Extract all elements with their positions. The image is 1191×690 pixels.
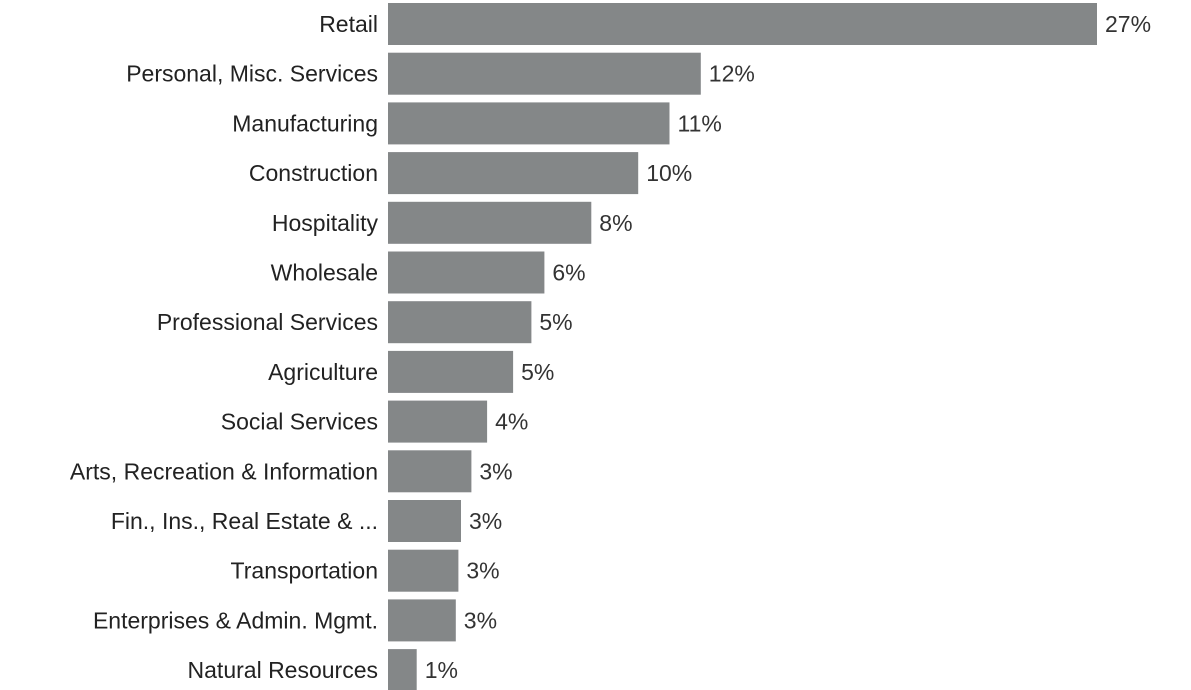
bar [388, 549, 459, 592]
bar [388, 649, 417, 690]
bar [388, 400, 488, 443]
category-label: Natural Resources [188, 657, 378, 683]
bar [388, 102, 670, 145]
value-label: 5% [539, 309, 572, 335]
category-label: Arts, Recreation & Information [70, 458, 378, 484]
category-label: Construction [249, 160, 378, 186]
value-label: 11% [678, 110, 722, 136]
category-label: Retail [319, 11, 378, 37]
bar [388, 52, 701, 95]
category-label: Agriculture [268, 359, 378, 385]
value-label: 1% [425, 657, 458, 683]
category-label: Transportation [231, 558, 378, 584]
bar [388, 500, 461, 542]
category-label: Personal, Misc. Services [126, 61, 378, 87]
bars-layer [388, 3, 1097, 690]
value-label: 27% [1105, 11, 1151, 37]
value-label: 4% [495, 409, 528, 435]
category-label: Manufacturing [232, 110, 378, 136]
value-label: 8% [599, 210, 632, 236]
category-label: Enterprises & Admin. Mgmt. [93, 607, 378, 633]
category-label: Wholesale [271, 260, 378, 286]
bar [388, 301, 532, 344]
bar [388, 152, 639, 195]
bar [388, 450, 472, 493]
category-label: Social Services [221, 409, 378, 435]
value-label: 3% [464, 607, 497, 633]
value-label: 10% [646, 160, 692, 186]
value-label: 6% [552, 260, 585, 286]
category-label: Hospitality [272, 210, 379, 236]
value-label: 3% [469, 508, 502, 534]
bar [388, 3, 1097, 45]
value-label: 5% [521, 359, 554, 385]
bar [388, 599, 456, 642]
category-label: Fin., Ins., Real Estate & ... [111, 508, 378, 534]
value-label: 3% [479, 458, 512, 484]
bar [388, 350, 514, 393]
bar [388, 251, 545, 294]
bar [388, 201, 592, 244]
labels-layer: Retail 27% Personal, Misc. Services 12% Manu… [70, 11, 1151, 683]
category-label: Professional Services [157, 309, 378, 335]
value-label: 12% [709, 61, 755, 87]
value-label: 3% [466, 558, 499, 584]
